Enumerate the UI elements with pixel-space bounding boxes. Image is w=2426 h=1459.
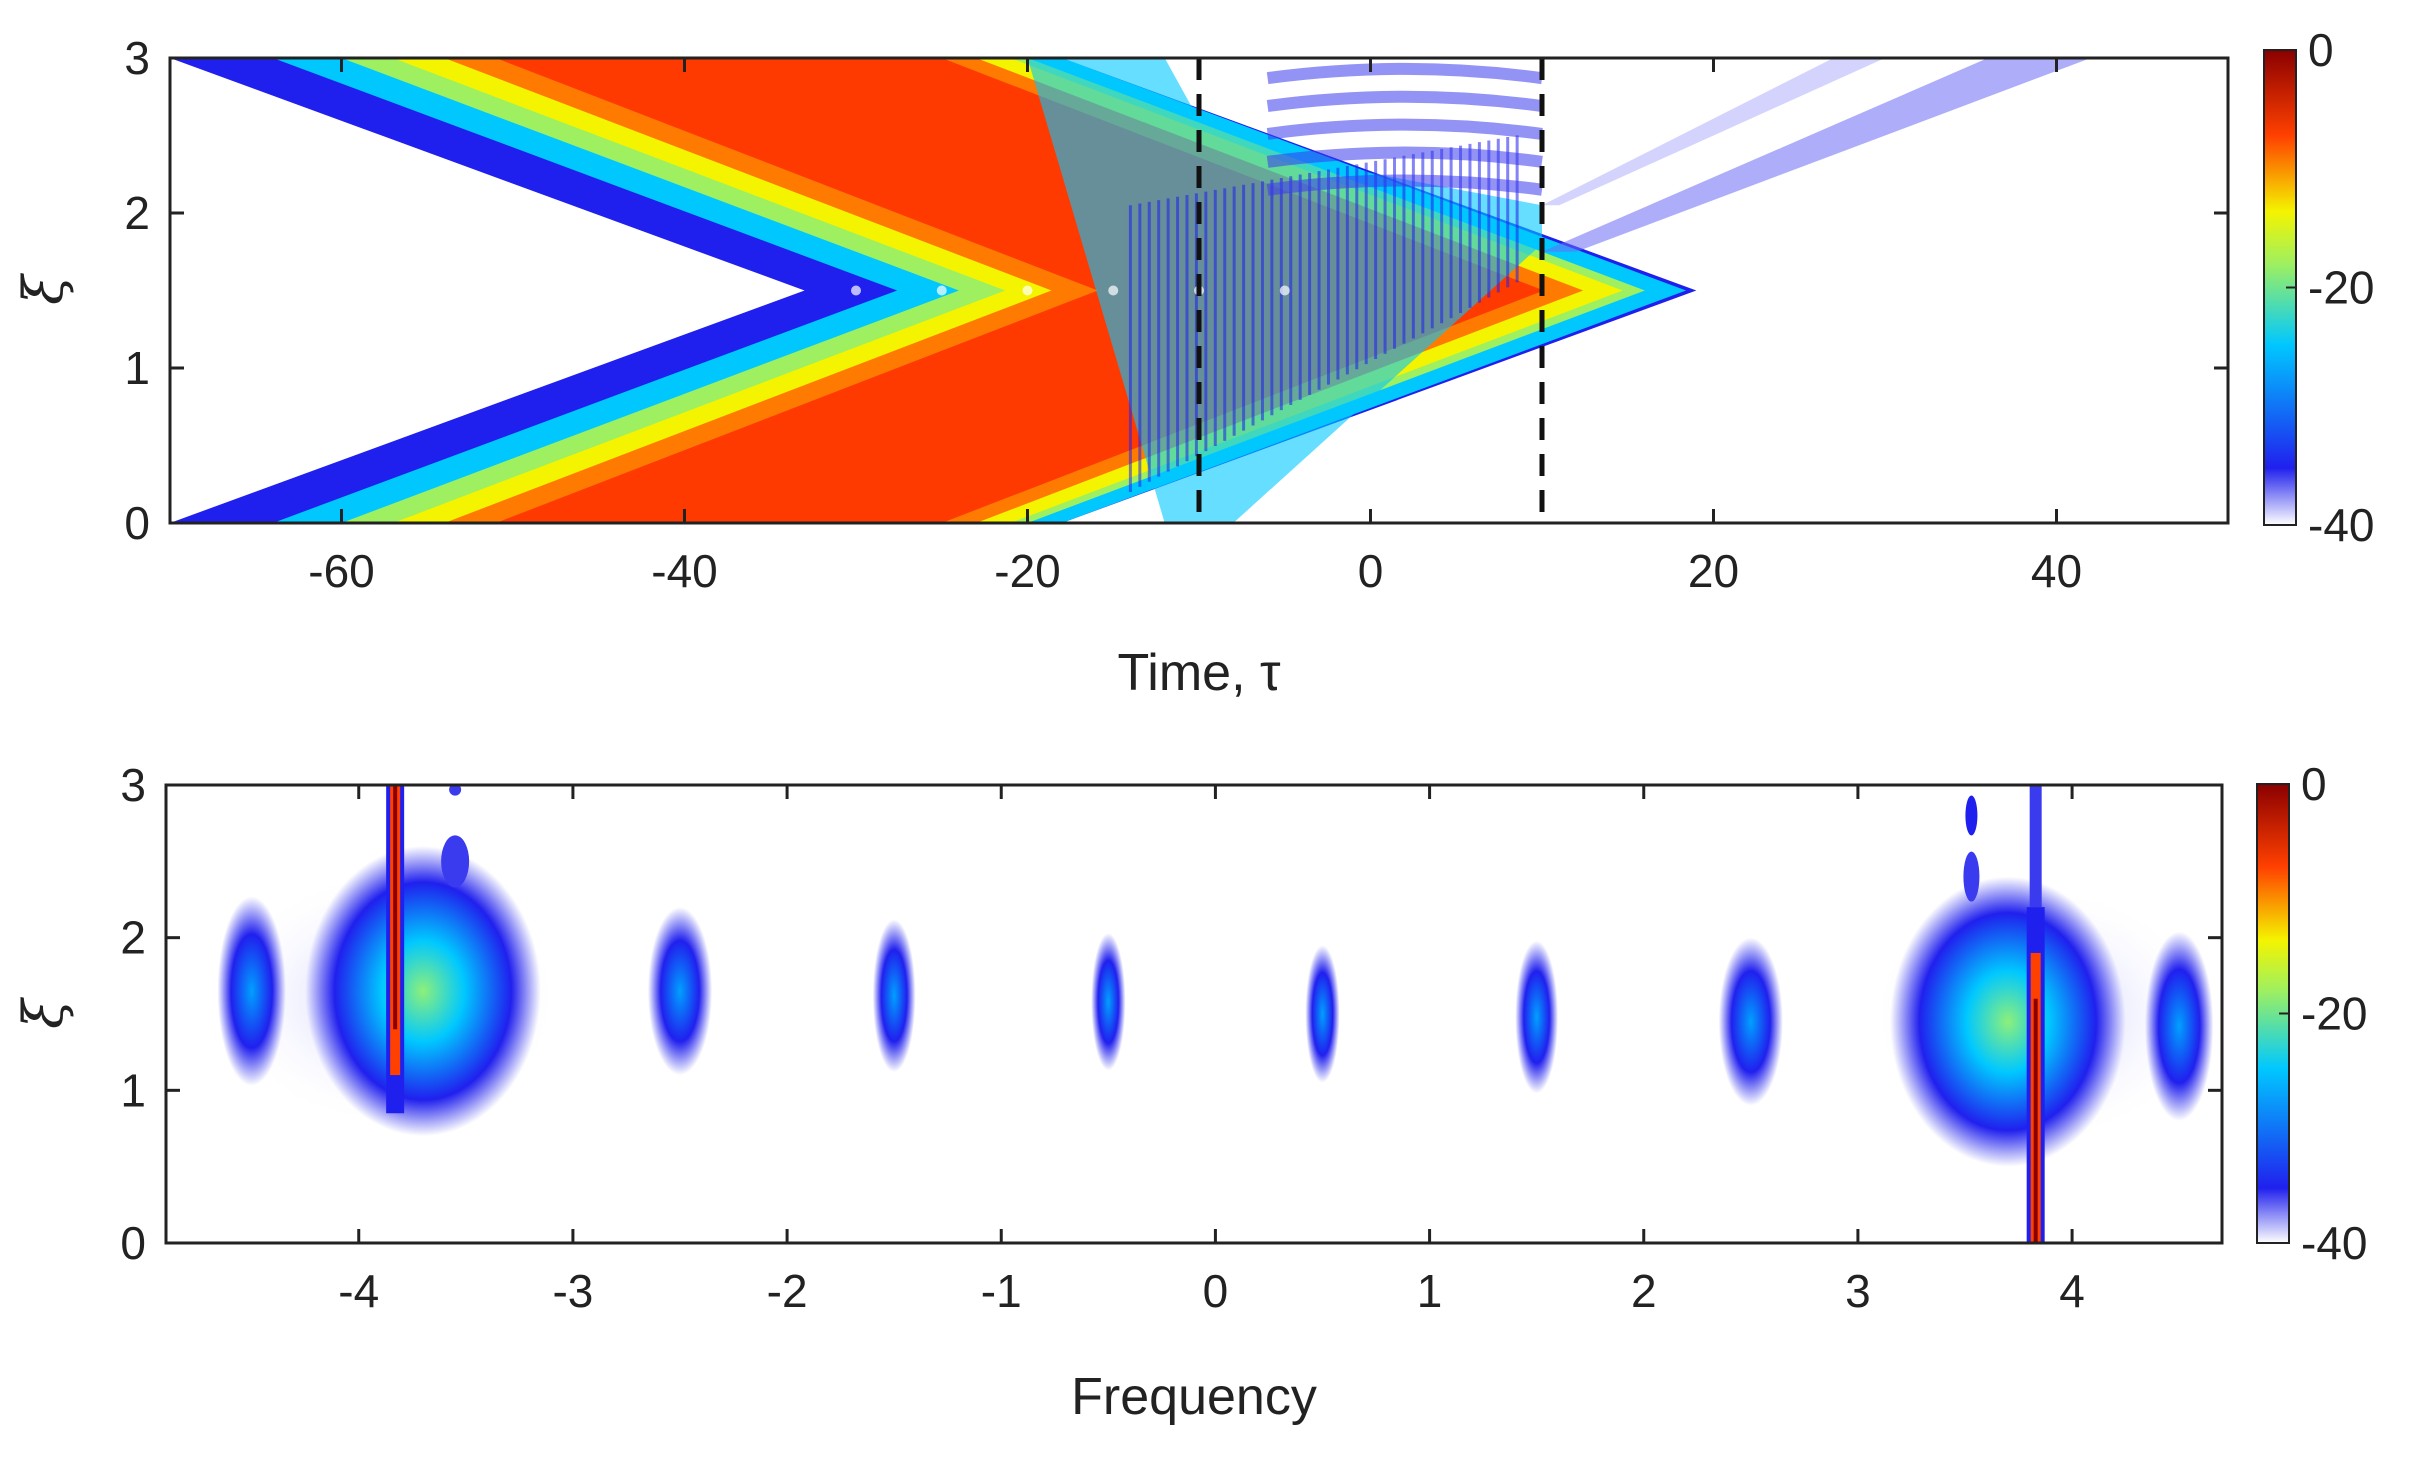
colorbar: 0 -20 -40 (2256, 758, 2367, 1269)
spectral-wisp (441, 835, 470, 888)
x-axis-label: Frequency (1071, 1368, 1317, 1426)
ripple (1266, 90, 1543, 112)
outgoing-pulse-weak (1542, 58, 1885, 206)
sideband-lobe (1305, 945, 1340, 1083)
x-tick-label: -1 (981, 1265, 1022, 1317)
x-tick-label: -2 (767, 1265, 808, 1317)
ripple (1266, 146, 1543, 168)
collision-dot (1108, 285, 1119, 296)
x-tick-label: -4 (338, 1265, 379, 1317)
time-heatmap-panel: -60 -40 -20 0 20 40 0 1 2 3 Time, τ ξ 0 -20 -40 (12, 24, 2374, 702)
axis-ticks: -4 -3 -2 -1 0 1 2 3 4 0 1 2 3 (120, 759, 2222, 1317)
x-tick-label: -3 (552, 1265, 593, 1317)
y-axis-label: ξ (12, 273, 75, 305)
y-tick-label: 0 (120, 1217, 146, 1269)
x-tick-label: 0 (1358, 545, 1384, 597)
ripple (1266, 118, 1543, 140)
x-tick-label: 1 (1417, 1265, 1443, 1317)
plot-frame (168, 56, 2230, 525)
y-tick-label: 2 (120, 912, 146, 964)
sideband-lobe (217, 896, 286, 1086)
ripple (1266, 62, 1543, 85)
x-tick-label: 0 (1203, 1265, 1229, 1317)
y-tick-label: 1 (124, 342, 150, 394)
sideband-lobe (647, 907, 713, 1076)
spectral-line-peak (2033, 998, 2038, 1243)
plot-frame (164, 783, 2224, 1245)
x-tick-label: 2 (1631, 1265, 1657, 1317)
sideband-lobe (2144, 931, 2214, 1121)
time-heatmap-image (170, 58, 2091, 523)
dashed-markers (1196, 58, 1545, 523)
x-tick-label: 40 (2031, 545, 2082, 597)
main-lobe (1890, 876, 2126, 1167)
main-lobe (305, 846, 541, 1137)
collision-dot (851, 285, 861, 296)
frequency-heatmap-image (217, 785, 2214, 1243)
spectral-wisp (2029, 785, 2042, 908)
collision-dot (936, 285, 947, 296)
x-tick-label: -40 (651, 545, 717, 597)
spectral-wisp (449, 785, 462, 796)
frequency-heatmap-panel: -4 -3 -2 -1 0 1 2 3 4 0 1 2 3 Frequency ξ 0 -20 -40 (12, 758, 2367, 1426)
x-tick-label: 3 (1845, 1265, 1871, 1317)
y-tick-label: 2 (124, 187, 150, 239)
y-tick-label: 3 (124, 32, 150, 84)
colorbar-tick-label: -20 (2301, 988, 2367, 1040)
colorbar-tick-label: -40 (2308, 499, 2374, 551)
collision-dot (1022, 285, 1033, 296)
y-tick-label: 0 (124, 497, 150, 549)
x-axis-label: Time, τ (1117, 644, 1281, 702)
spectral-line-peak (393, 785, 398, 1030)
axis-ticks: -60 -40 -20 0 20 40 0 1 2 3 (124, 32, 2228, 597)
sideband-lobe (1515, 940, 1559, 1094)
x-tick-label: -20 (994, 545, 1060, 597)
x-tick-label: 20 (1688, 545, 1739, 597)
x-tick-label: 4 (2059, 1265, 2085, 1317)
y-axis-label: ξ (12, 997, 75, 1029)
ripple (1266, 174, 1543, 196)
colorbar-tick-label: -40 (2301, 1217, 2367, 1269)
colorbar-tick-label: -20 (2308, 262, 2374, 314)
spectral-wisp (1963, 851, 1980, 902)
spectral-wisp (1965, 795, 1978, 836)
outgoing-pulse (1542, 58, 2091, 252)
sideband-lobe (872, 919, 916, 1073)
y-tick-label: 1 (120, 1064, 146, 1116)
sideband-lobe (1718, 937, 1783, 1106)
colorbar-tick-label: 0 (2308, 24, 2334, 76)
colorbar: 0 -20 -40 (2263, 24, 2374, 551)
x-tick-label: -60 (308, 545, 374, 597)
collision-dot (1279, 285, 1290, 296)
colorbar-tick-label: 0 (2301, 758, 2327, 810)
sideband-lobe (1091, 933, 1126, 1071)
y-tick-label: 3 (120, 759, 146, 811)
